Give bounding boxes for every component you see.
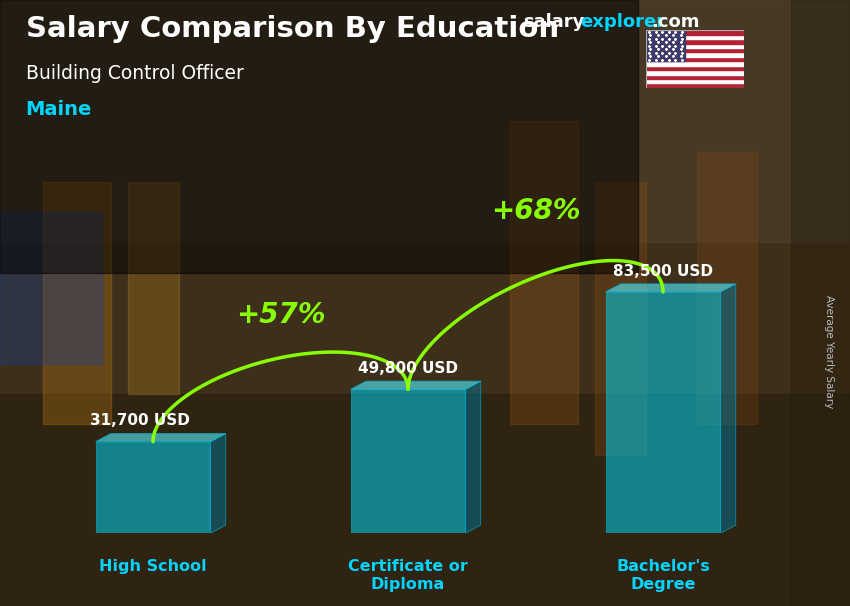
Text: salary: salary bbox=[523, 13, 584, 32]
Bar bbox=[646, 75, 744, 79]
Bar bbox=[646, 30, 744, 35]
Text: explorer: explorer bbox=[581, 13, 666, 32]
Polygon shape bbox=[466, 381, 481, 533]
Bar bbox=[0, 0, 850, 242]
Bar bbox=[0, 394, 850, 606]
Bar bbox=[646, 57, 744, 61]
Bar bbox=[646, 39, 744, 44]
Polygon shape bbox=[350, 381, 481, 389]
Bar bbox=[128, 182, 178, 394]
Bar bbox=[646, 53, 744, 57]
Polygon shape bbox=[350, 389, 466, 533]
Text: 83,500 USD: 83,500 USD bbox=[613, 264, 713, 279]
Bar bbox=[646, 84, 744, 88]
Bar bbox=[510, 121, 578, 424]
Bar bbox=[646, 79, 744, 84]
Text: Bachelor's
Degree: Bachelor's Degree bbox=[616, 559, 710, 591]
Bar bbox=[0, 212, 102, 364]
Text: +57%: +57% bbox=[235, 301, 326, 328]
Bar bbox=[646, 61, 744, 65]
Bar bbox=[0, 0, 638, 273]
Polygon shape bbox=[210, 433, 225, 533]
Polygon shape bbox=[605, 284, 736, 292]
Bar bbox=[646, 44, 744, 48]
Bar bbox=[646, 30, 685, 61]
Text: 49,800 USD: 49,800 USD bbox=[358, 361, 458, 376]
Polygon shape bbox=[95, 433, 225, 442]
Bar bbox=[595, 182, 646, 454]
Text: Maine: Maine bbox=[26, 100, 92, 119]
Polygon shape bbox=[95, 442, 210, 533]
Text: +68%: +68% bbox=[490, 198, 581, 225]
Polygon shape bbox=[605, 292, 720, 533]
Bar bbox=[646, 35, 744, 39]
Bar bbox=[646, 70, 744, 75]
Text: Salary Comparison By Education: Salary Comparison By Education bbox=[26, 15, 558, 43]
Text: Certificate or
Diploma: Certificate or Diploma bbox=[348, 559, 468, 591]
Text: Building Control Officer: Building Control Officer bbox=[26, 64, 243, 82]
Bar bbox=[697, 152, 756, 424]
Text: Average Yearly Salary: Average Yearly Salary bbox=[824, 295, 834, 408]
Text: 31,700 USD: 31,700 USD bbox=[90, 413, 190, 428]
Bar bbox=[790, 0, 850, 606]
Text: .com: .com bbox=[651, 13, 700, 32]
Polygon shape bbox=[720, 284, 736, 533]
Bar bbox=[646, 65, 744, 70]
Bar bbox=[42, 182, 110, 424]
Text: High School: High School bbox=[99, 559, 207, 574]
Bar bbox=[646, 48, 744, 53]
